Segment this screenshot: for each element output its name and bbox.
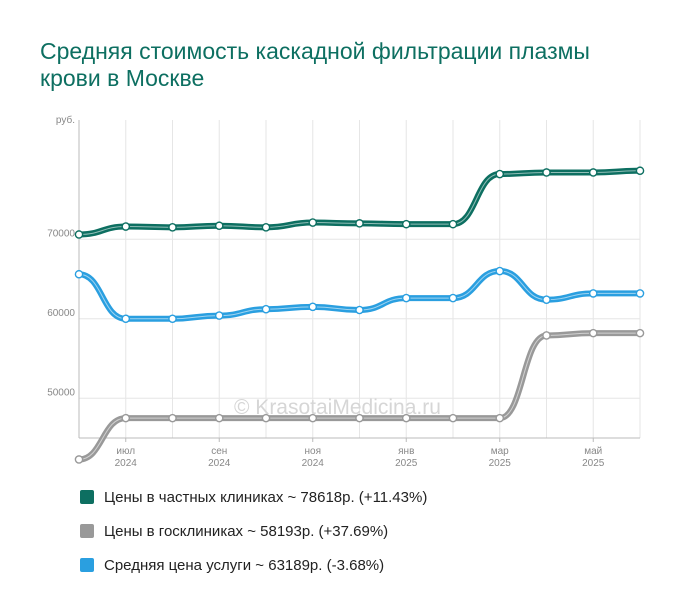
- data-point[interactable]: [635, 166, 645, 176]
- data-point[interactable]: [308, 218, 318, 227]
- x-tick-year: 2025: [489, 458, 512, 469]
- data-point[interactable]: [401, 293, 411, 303]
- watermark: © KrasotaiMedicina.ru: [234, 396, 441, 419]
- x-tick-year: 2024: [115, 458, 138, 469]
- legend-swatch-private: [80, 490, 94, 504]
- data-point[interactable]: [495, 266, 505, 276]
- x-tick-month: сен: [211, 446, 227, 457]
- grid-lines: [79, 120, 641, 438]
- x-tick-month: май: [584, 446, 602, 457]
- y-tick-label: 50000: [47, 387, 75, 398]
- y-tick-label: 70000: [47, 228, 75, 239]
- data-point[interactable]: [542, 331, 551, 340]
- y-axis: руб. 50000 60000 70000: [47, 114, 80, 438]
- series-lines: [74, 166, 645, 464]
- legend-swatch-public: [80, 524, 94, 538]
- data-point[interactable]: [261, 304, 271, 314]
- data-point[interactable]: [121, 222, 131, 231]
- data-point[interactable]: [588, 328, 598, 338]
- x-tick-month: мар: [491, 446, 509, 457]
- data-point[interactable]: [261, 223, 271, 232]
- legend-item-average[interactable]: Средняя цена услуги ~ 63189р. (-3.68%): [80, 556, 427, 574]
- x-tick-year: 2024: [208, 458, 231, 469]
- x-tick-year: 2025: [582, 458, 605, 469]
- legend-item-private[interactable]: Цены в частных клиниках ~ 78618р. (+11.4…: [80, 488, 427, 506]
- x-tick-year: 2024: [302, 458, 325, 469]
- data-point[interactable]: [214, 311, 224, 320]
- data-point[interactable]: [121, 314, 131, 324]
- series-public: [74, 328, 645, 464]
- legend-label-private: Цены в частных клиниках ~ 78618р. (+11.4…: [104, 488, 428, 506]
- data-point[interactable]: [495, 413, 505, 423]
- data-point[interactable]: [448, 219, 458, 229]
- legend-label-public: Цены в госклиниках ~ 58193р. (+37.69%): [104, 522, 389, 540]
- y-unit-label: руб.: [56, 114, 75, 126]
- data-point[interactable]: [74, 269, 84, 279]
- series-average: [74, 266, 645, 324]
- data-point[interactable]: [401, 413, 411, 423]
- legend: Цены в частных клиниках ~ 78618р. (+11.4…: [80, 488, 427, 590]
- data-point[interactable]: [308, 413, 318, 423]
- data-point[interactable]: [121, 413, 131, 423]
- data-point[interactable]: [214, 413, 224, 423]
- legend-item-public[interactable]: Цены в госклиниках ~ 58193р. (+37.69%): [80, 522, 427, 540]
- x-tick-month: янв: [398, 446, 414, 457]
- data-point[interactable]: [588, 289, 598, 298]
- data-point[interactable]: [542, 295, 551, 304]
- data-point[interactable]: [74, 230, 84, 239]
- data-point[interactable]: [355, 305, 364, 315]
- x-tick-month: ноя: [305, 446, 322, 457]
- data-point[interactable]: [495, 169, 505, 179]
- data-point[interactable]: [168, 223, 177, 232]
- data-point[interactable]: [168, 413, 177, 423]
- x-tick-month: июл: [116, 446, 135, 457]
- data-point[interactable]: [308, 302, 318, 312]
- data-point[interactable]: [588, 168, 598, 177]
- x-tick-year: 2025: [395, 458, 418, 469]
- y-tick-label: 60000: [47, 308, 75, 319]
- data-point[interactable]: [355, 219, 364, 228]
- chart-title: Средняя стоимость каскадной фильтрации п…: [40, 38, 590, 91]
- data-point[interactable]: [542, 168, 551, 177]
- data-point[interactable]: [448, 293, 458, 303]
- data-point[interactable]: [635, 328, 645, 338]
- data-point[interactable]: [635, 289, 645, 298]
- data-point[interactable]: [448, 413, 458, 423]
- data-point[interactable]: [261, 413, 271, 423]
- data-point[interactable]: [214, 221, 224, 231]
- legend-label-average: Средняя цена услуги ~ 63189р. (-3.68%): [104, 556, 385, 574]
- series-private: [74, 166, 645, 239]
- data-point[interactable]: [401, 219, 411, 229]
- data-point[interactable]: [74, 455, 84, 464]
- data-point[interactable]: [168, 314, 177, 324]
- data-point[interactable]: [355, 413, 364, 423]
- legend-swatch-average: [80, 558, 94, 572]
- x-axis: июл2024сен2024ноя2024янв2025мар2025май20…: [79, 437, 640, 469]
